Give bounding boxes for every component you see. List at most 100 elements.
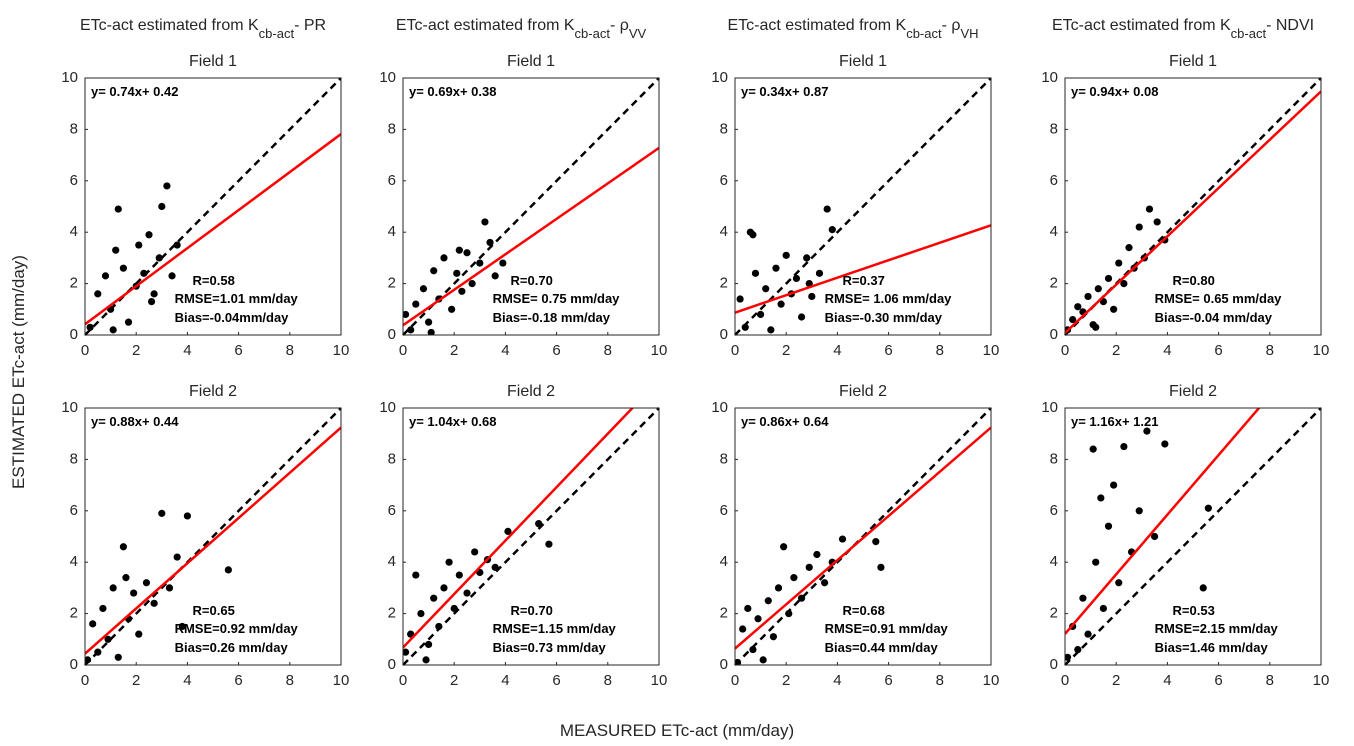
point [1084,630,1092,638]
fit-equation: y= 0.88x+ 0.44 [91,414,179,429]
fit-equation: y= 1.04x+ 0.68 [409,414,496,429]
point [754,615,762,623]
point [455,246,463,254]
point [427,328,435,335]
point [419,285,428,293]
point [403,310,410,319]
point [407,326,415,334]
y-tick-label: 10 [379,399,396,416]
y-tick-label: 0 [720,326,728,343]
y-tick-label: 4 [70,223,78,240]
point [130,589,138,597]
fit-equation: y= 0.69x+ 0.38 [409,84,496,99]
y-tick-label: 10 [61,69,78,86]
x-tick-label: 6 [1214,672,1222,689]
point [463,249,471,257]
point [872,538,880,546]
point [1104,274,1113,283]
panel-title: Field 2 [507,383,555,400]
fit-equation: y= 1.16x+ 1.21 [1071,414,1158,429]
point [155,254,163,262]
point [165,584,174,592]
point [183,512,191,520]
stat-annotation: R=0.70 [511,603,553,618]
point [821,579,829,587]
column-title-part: - ρ [942,17,961,34]
x-tick-label: 2 [1112,342,1120,359]
point [119,543,127,551]
y-tick-label: 0 [388,656,396,673]
x-tick-label: 8 [286,342,294,359]
x-tick-label: 10 [1313,342,1330,359]
fit-line [85,133,341,326]
x-tick-label: 8 [604,672,612,689]
point [122,574,130,582]
x-tick-label: 0 [81,672,89,689]
point [735,658,742,665]
stat-annotation: RMSE=0.91 mm/day [825,621,949,636]
y-tick-label: 8 [70,120,78,137]
point [877,563,885,571]
point [838,535,847,543]
point [1099,604,1107,613]
y-tick-label: 10 [711,69,728,86]
x-tick-label: 2 [450,672,458,689]
x-tick-label: 0 [1061,672,1069,689]
column-title-part: - ρ [610,17,629,34]
x-tick-label: 0 [1061,342,1069,359]
y-tick-label: 4 [720,223,728,240]
point [797,313,806,321]
point [1084,292,1092,301]
panel-title: Field 1 [507,53,555,70]
y-tick-label: 2 [720,605,728,622]
y-tick-label: 0 [70,656,78,673]
y-tick-label: 10 [711,399,728,416]
column-title-part: VH [960,26,978,41]
point [150,290,158,298]
y-tick-label: 4 [720,553,728,570]
point [94,648,102,656]
y-tick-label: 4 [388,553,396,570]
point [453,269,461,277]
point [504,527,512,535]
column-title-part: cb-act [259,26,295,41]
stat-annotation: R=0.37 [843,273,885,288]
point [803,254,811,262]
point [757,310,765,319]
point [491,272,499,280]
point [445,558,453,566]
x-tick-label: 8 [936,342,944,359]
point [1145,205,1154,213]
stat-annotation: RMSE= 0.75 mm/day [493,291,621,306]
y-tick-label: 4 [1050,553,1058,570]
stat-annotation: RMSE=1.15 mm/day [493,621,617,636]
fit-line [1065,408,1261,635]
x-tick-label: 0 [731,342,739,359]
point [751,269,760,277]
point [481,218,489,226]
y-axis-label: ESTIMATED ETc-act (mm/day) [9,255,28,489]
point [178,622,186,631]
x-tick-label: 2 [132,672,140,689]
point [142,579,151,587]
point [435,622,443,631]
x-tick-label: 10 [983,672,1000,689]
column-title: ETc-act estimated from Kcb-act- NDVI [1052,17,1314,41]
x-tick-label: 0 [399,672,407,689]
stat-annotation: Bias=0.73 mm/day [493,640,607,655]
point [1161,440,1169,448]
fit-line [735,224,991,314]
x-tick-label: 10 [651,672,668,689]
x-tick-label: 10 [651,342,668,359]
point [1115,579,1123,587]
fit-line [1065,90,1321,334]
x-tick-label: 8 [1266,672,1274,689]
point [458,287,466,295]
point [1089,445,1097,453]
point [86,323,94,331]
y-tick-label: 8 [720,450,728,467]
stat-annotation: R=0.80 [1173,273,1215,288]
x-tick-label: 4 [1163,672,1171,689]
point [425,640,433,649]
